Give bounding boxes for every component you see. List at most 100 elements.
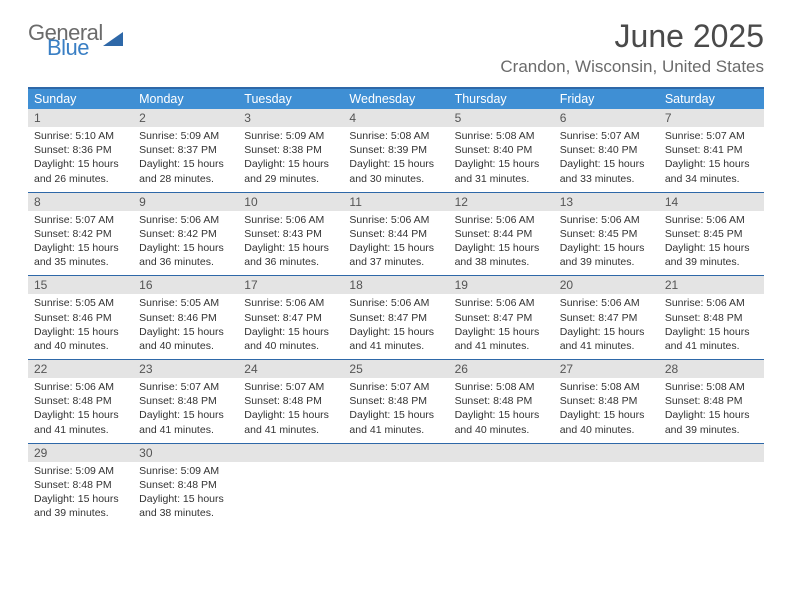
sunrise-text: Sunrise: 5:09 AM [34,464,127,478]
sunset-text: Sunset: 8:36 PM [34,143,127,157]
sunrise-text: Sunrise: 5:05 AM [34,296,127,310]
sunset-text: Sunset: 8:48 PM [665,394,758,408]
day-cell: Sunrise: 5:06 AMSunset: 8:42 PMDaylight:… [133,211,238,276]
day-number: 30 [133,444,238,462]
daylight-text: Daylight: 15 hours and 40 minutes. [455,408,548,436]
daylight-text: Daylight: 15 hours and 39 minutes. [665,241,758,269]
sunset-text: Sunset: 8:47 PM [244,311,337,325]
sunset-text: Sunset: 8:47 PM [455,311,548,325]
daylight-text: Daylight: 15 hours and 40 minutes. [139,325,232,353]
location-subtitle: Crandon, Wisconsin, United States [500,57,764,77]
daylight-text: Daylight: 15 hours and 39 minutes. [665,408,758,436]
day-cell: Sunrise: 5:06 AMSunset: 8:48 PMDaylight:… [28,378,133,443]
daylight-text: Daylight: 15 hours and 41 minutes. [139,408,232,436]
daylight-text: Daylight: 15 hours and 39 minutes. [560,241,653,269]
day-number: 2 [133,109,238,127]
day-cell: Sunrise: 5:07 AMSunset: 8:42 PMDaylight:… [28,211,133,276]
sunrise-text: Sunrise: 5:06 AM [244,296,337,310]
sunrise-text: Sunrise: 5:07 AM [139,380,232,394]
sunset-text: Sunset: 8:45 PM [665,227,758,241]
sunrise-text: Sunrise: 5:07 AM [34,213,127,227]
day-cell: Sunrise: 5:07 AMSunset: 8:48 PMDaylight:… [133,378,238,443]
daycontent-row: Sunrise: 5:07 AMSunset: 8:42 PMDaylight:… [28,211,764,276]
sunset-text: Sunset: 8:48 PM [34,478,127,492]
sunrise-text: Sunrise: 5:06 AM [349,213,442,227]
sunset-text: Sunset: 8:47 PM [349,311,442,325]
daylight-text: Daylight: 15 hours and 40 minutes. [34,325,127,353]
weekday-header: Sunday [28,89,133,109]
brand-word-2: Blue [47,39,103,58]
weekday-header: Friday [554,89,659,109]
day-number: 15 [28,276,133,294]
day-cell [238,462,343,527]
week-row: 15161718192021Sunrise: 5:05 AMSunset: 8:… [28,276,764,360]
day-number: 6 [554,109,659,127]
day-number: 8 [28,193,133,211]
daylight-text: Daylight: 15 hours and 38 minutes. [455,241,548,269]
sunrise-text: Sunrise: 5:07 AM [665,129,758,143]
day-cell: Sunrise: 5:08 AMSunset: 8:39 PMDaylight:… [343,127,448,192]
weeks-container: 1234567Sunrise: 5:10 AMSunset: 8:36 PMDa… [28,109,764,526]
day-cell: Sunrise: 5:06 AMSunset: 8:47 PMDaylight:… [449,294,554,359]
day-number: 29 [28,444,133,462]
sunrise-text: Sunrise: 5:06 AM [665,213,758,227]
weekday-header-row: SundayMondayTuesdayWednesdayThursdayFrid… [28,89,764,109]
sunrise-text: Sunrise: 5:06 AM [244,213,337,227]
day-cell: Sunrise: 5:05 AMSunset: 8:46 PMDaylight:… [28,294,133,359]
day-number: 22 [28,360,133,378]
daylight-text: Daylight: 15 hours and 41 minutes. [665,325,758,353]
day-number: 1 [28,109,133,127]
day-number: 20 [554,276,659,294]
sunset-text: Sunset: 8:48 PM [139,478,232,492]
daylight-text: Daylight: 15 hours and 28 minutes. [139,157,232,185]
day-cell [659,462,764,527]
sunrise-text: Sunrise: 5:08 AM [455,380,548,394]
daylight-text: Daylight: 15 hours and 39 minutes. [34,492,127,520]
day-number: 24 [238,360,343,378]
day-cell: Sunrise: 5:09 AMSunset: 8:48 PMDaylight:… [28,462,133,527]
day-number: 17 [238,276,343,294]
title-block: June 2025 Crandon, Wisconsin, United Sta… [500,18,764,77]
sunrise-text: Sunrise: 5:07 AM [244,380,337,394]
day-number: 5 [449,109,554,127]
day-cell: Sunrise: 5:08 AMSunset: 8:48 PMDaylight:… [659,378,764,443]
daylight-text: Daylight: 15 hours and 41 minutes. [349,408,442,436]
daynum-row: 891011121314 [28,193,764,211]
day-cell: Sunrise: 5:06 AMSunset: 8:47 PMDaylight:… [554,294,659,359]
weekday-header: Thursday [449,89,554,109]
day-cell: Sunrise: 5:07 AMSunset: 8:48 PMDaylight:… [343,378,448,443]
day-number: 14 [659,193,764,211]
day-cell: Sunrise: 5:07 AMSunset: 8:40 PMDaylight:… [554,127,659,192]
week-row: 891011121314Sunrise: 5:07 AMSunset: 8:42… [28,193,764,277]
header: General Blue June 2025 Crandon, Wisconsi… [28,18,764,77]
day-cell: Sunrise: 5:06 AMSunset: 8:47 PMDaylight:… [238,294,343,359]
day-number: 4 [343,109,448,127]
sunrise-text: Sunrise: 5:07 AM [560,129,653,143]
sunrise-text: Sunrise: 5:08 AM [455,129,548,143]
daylight-text: Daylight: 15 hours and 41 minutes. [244,408,337,436]
day-number: 21 [659,276,764,294]
day-number: 12 [449,193,554,211]
day-cell: Sunrise: 5:06 AMSunset: 8:45 PMDaylight:… [554,211,659,276]
day-cell [343,462,448,527]
day-cell: Sunrise: 5:07 AMSunset: 8:48 PMDaylight:… [238,378,343,443]
sunset-text: Sunset: 8:39 PM [349,143,442,157]
daynum-row: 1234567 [28,109,764,127]
day-cell [449,462,554,527]
day-cell [554,462,659,527]
day-cell: Sunrise: 5:06 AMSunset: 8:44 PMDaylight:… [449,211,554,276]
day-cell: Sunrise: 5:09 AMSunset: 8:38 PMDaylight:… [238,127,343,192]
daylight-text: Daylight: 15 hours and 41 minutes. [455,325,548,353]
month-title: June 2025 [500,18,764,55]
sunrise-text: Sunrise: 5:08 AM [560,380,653,394]
sunrise-text: Sunrise: 5:06 AM [560,213,653,227]
day-number: 26 [449,360,554,378]
week-row: 22232425262728Sunrise: 5:06 AMSunset: 8:… [28,360,764,444]
day-cell: Sunrise: 5:06 AMSunset: 8:45 PMDaylight:… [659,211,764,276]
sunrise-text: Sunrise: 5:05 AM [139,296,232,310]
sunset-text: Sunset: 8:48 PM [244,394,337,408]
week-row: 1234567Sunrise: 5:10 AMSunset: 8:36 PMDa… [28,109,764,193]
day-cell: Sunrise: 5:08 AMSunset: 8:48 PMDaylight:… [449,378,554,443]
sunset-text: Sunset: 8:46 PM [139,311,232,325]
daycontent-row: Sunrise: 5:05 AMSunset: 8:46 PMDaylight:… [28,294,764,359]
